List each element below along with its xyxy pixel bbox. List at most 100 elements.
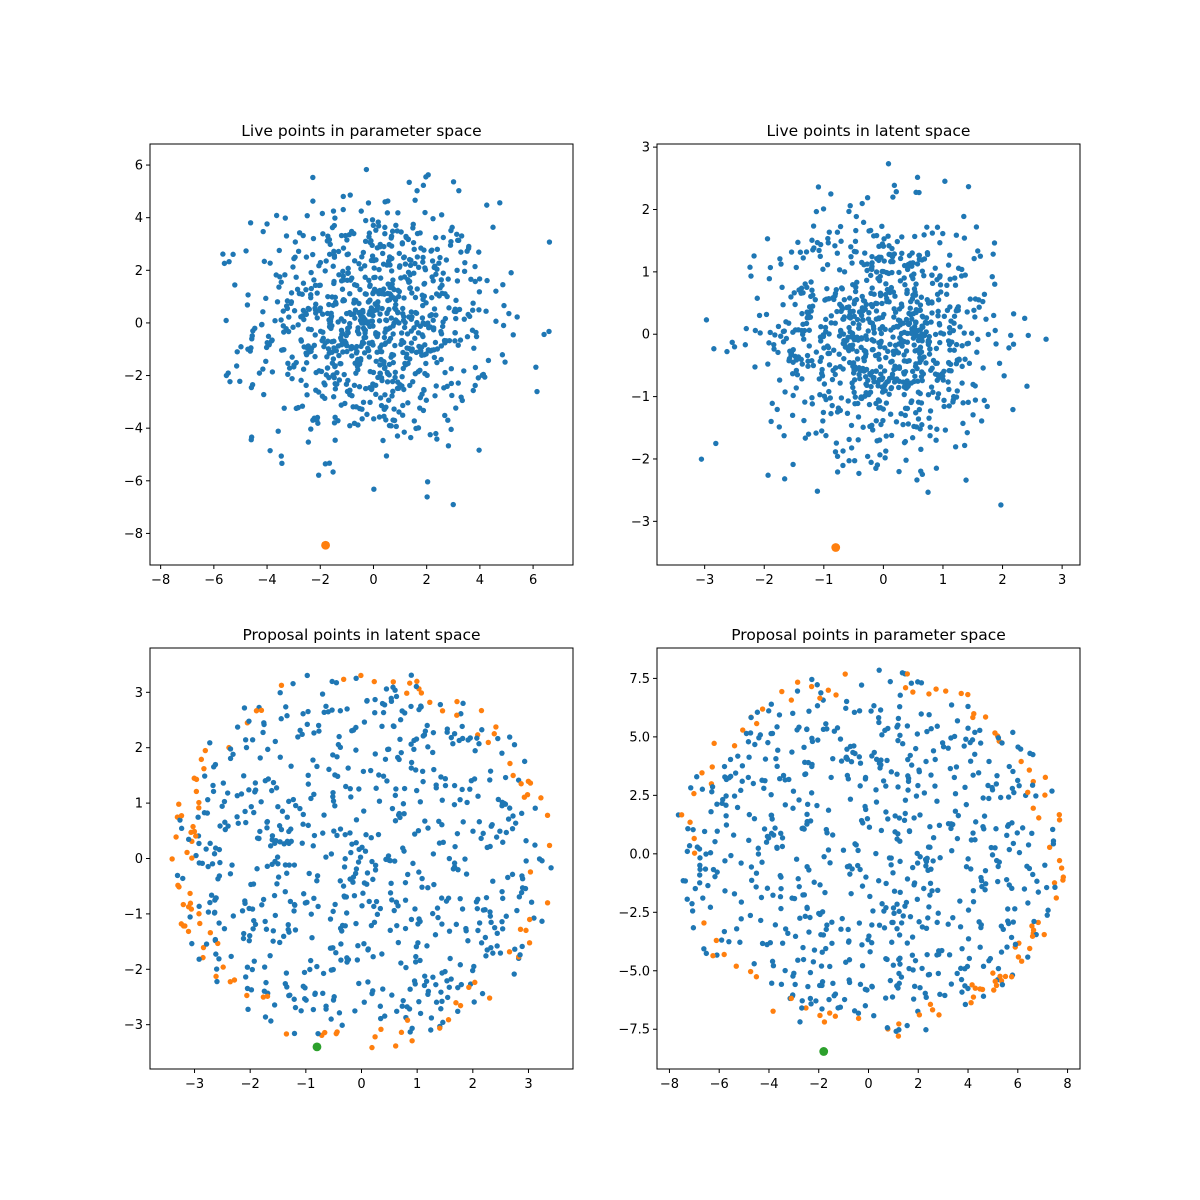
- data-point: [933, 360, 939, 367]
- data-point: [925, 339, 931, 345]
- data-point: [237, 378, 243, 385]
- data-point: [263, 926, 270, 932]
- data-point: [300, 821, 306, 827]
- data-point: [386, 422, 393, 429]
- data-point: [461, 316, 467, 322]
- data-point: [311, 791, 317, 798]
- data-point: [252, 787, 259, 793]
- data-point: [921, 354, 927, 360]
- data-point: [279, 460, 285, 467]
- data-point: [327, 241, 333, 248]
- data-point: [699, 770, 705, 776]
- data-point: [732, 770, 739, 776]
- data-point: [935, 313, 941, 319]
- data-point: [379, 723, 385, 729]
- data-point: [922, 990, 928, 996]
- data-point: [990, 251, 996, 257]
- data-point: [270, 938, 276, 944]
- data-point: [331, 375, 337, 381]
- data-point: [395, 309, 401, 316]
- data-point: [819, 366, 825, 373]
- y-tick-label: −6: [124, 474, 143, 489]
- data-point: [860, 424, 866, 430]
- data-point: [1042, 792, 1048, 798]
- data-point: [300, 232, 306, 239]
- data-point: [980, 298, 986, 305]
- data-point: [277, 839, 283, 845]
- data-point: [302, 900, 309, 906]
- data-point: [948, 368, 954, 374]
- data-point: [1044, 912, 1050, 918]
- data-point: [831, 728, 838, 734]
- data-point: [407, 262, 414, 269]
- data-point: [298, 377, 304, 384]
- data-point: [300, 366, 307, 372]
- data-point: [472, 748, 478, 754]
- data-point: [384, 379, 391, 385]
- data-point: [993, 826, 999, 832]
- data-point: [360, 768, 367, 775]
- data-point: [902, 685, 909, 691]
- data-point: [959, 343, 965, 349]
- data-point: [992, 978, 998, 985]
- data-point: [927, 824, 933, 830]
- data-point: [906, 828, 913, 835]
- data-point: [328, 313, 335, 319]
- data-point: [506, 310, 512, 317]
- data-point: [413, 767, 419, 773]
- data-point: [768, 812, 774, 818]
- data-point: [807, 995, 814, 1002]
- data-point: [370, 312, 376, 319]
- data-point: [351, 382, 358, 389]
- data-point: [366, 277, 372, 283]
- data-point: [1025, 900, 1031, 906]
- data-point: [374, 911, 381, 918]
- subplot-title: Proposal points in parameter space: [731, 626, 1006, 644]
- data-point: [217, 823, 223, 829]
- data-point: [222, 819, 228, 825]
- data-point: [323, 372, 330, 378]
- data-point: [329, 224, 336, 231]
- data-point: [881, 925, 888, 931]
- data-point: [421, 281, 427, 287]
- data-point: [399, 1003, 405, 1009]
- data-point: [914, 299, 920, 305]
- data-point: [899, 741, 906, 747]
- data-point: [544, 812, 551, 819]
- data-point: [392, 342, 398, 349]
- data-point: [365, 947, 371, 953]
- data-point: [904, 940, 910, 946]
- data-point: [883, 281, 889, 287]
- data-point: [189, 940, 195, 947]
- data-point: [238, 791, 245, 797]
- data-point: [459, 906, 466, 912]
- data-point: [404, 690, 410, 696]
- data-point: [774, 724, 780, 730]
- data-point: [748, 877, 755, 884]
- x-tick-label: 1: [413, 1077, 421, 1092]
- data-point: [214, 978, 220, 985]
- data-point: [946, 403, 952, 409]
- data-point: [275, 428, 281, 434]
- data-point: [890, 919, 896, 926]
- data-point: [935, 297, 942, 303]
- data-point: [891, 314, 897, 320]
- data-point: [863, 277, 870, 283]
- data-point: [805, 363, 811, 369]
- data-point: [985, 782, 991, 789]
- data-point: [425, 320, 431, 326]
- data-point: [202, 773, 208, 779]
- data-point: [819, 428, 825, 434]
- data-point: [839, 915, 845, 922]
- data-point: [864, 267, 870, 274]
- data-point: [861, 347, 867, 354]
- data-point: [497, 200, 503, 206]
- data-point: [340, 245, 347, 251]
- data-point: [325, 346, 332, 352]
- data-point: [1005, 906, 1011, 912]
- data-point: [813, 998, 819, 1004]
- data-point: [283, 1031, 290, 1037]
- x-tick-label: 4: [964, 1077, 972, 1092]
- data-point: [723, 793, 729, 799]
- data-point: [286, 365, 293, 371]
